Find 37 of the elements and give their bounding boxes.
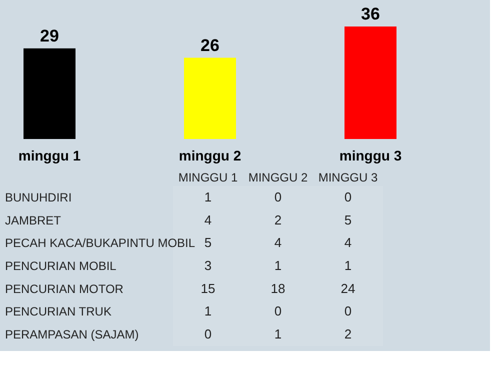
data-label: 24 <box>340 280 356 296</box>
data-label: 4 <box>344 235 352 250</box>
data-label: 18 <box>270 280 286 296</box>
y-tick-label: JAMBRET <box>5 213 62 228</box>
y-tick-label: PENCURIAN MOBIL <box>5 259 117 273</box>
data-label: 1 <box>274 326 282 342</box>
y-tick-label: PERAMPASAN (SAJAM) <box>5 328 139 342</box>
data-label: 1 <box>344 258 352 273</box>
data-label: 2 <box>344 326 352 342</box>
data-label: 5 <box>204 235 212 250</box>
data-label: 4 <box>204 212 212 228</box>
data-label: 0 <box>344 304 352 319</box>
x-tick-label: MINGGU 1 <box>178 170 238 184</box>
y-tick-label: PECAH KACA/BUKAPINTU MOBIL <box>5 236 196 250</box>
data-label: 0 <box>274 189 282 204</box>
x-tick-label: MINGGU 3 <box>318 170 378 184</box>
data-label: 0 <box>204 326 212 342</box>
y-tick-label: PENCURIAN TRUK <box>5 304 112 319</box>
y-tick-label: PENCURIAN MOTOR <box>5 282 124 296</box>
data-label: 4 <box>274 235 282 250</box>
data-label: 5 <box>344 212 352 228</box>
data-label: 1 <box>204 304 212 319</box>
data-label: 0 <box>344 189 352 204</box>
data-label: 0 <box>274 304 282 319</box>
x-tick-label: minggu 1 <box>18 148 81 164</box>
data-label: 36 <box>361 4 380 24</box>
data-label: 2 <box>274 212 282 228</box>
x-tick-label: minggu 3 <box>339 148 402 164</box>
y-tick-label: BUNUHDIRI <box>5 190 72 204</box>
data-label: 29 <box>40 26 59 46</box>
x-tick-label: minggu 2 <box>178 148 242 164</box>
data-label: 1 <box>274 258 282 273</box>
data-label: 3 <box>204 258 212 273</box>
x-tick-label: MINGGU 2 <box>248 170 308 184</box>
data-label: 26 <box>200 36 220 55</box>
data-label: 15 <box>200 280 216 296</box>
data-label: 1 <box>204 189 212 204</box>
